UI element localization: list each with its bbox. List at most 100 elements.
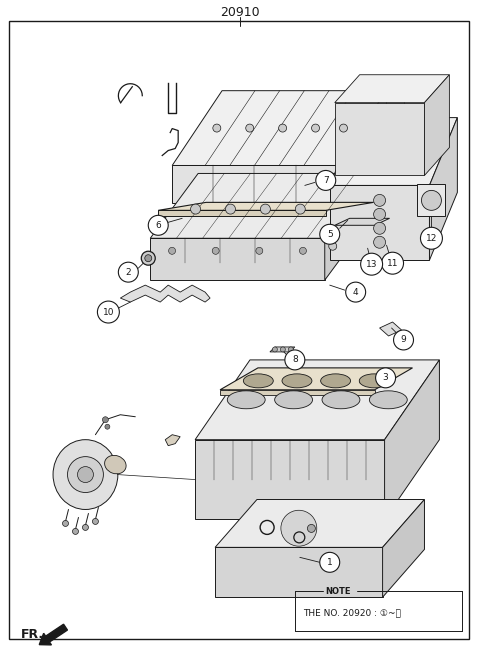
Polygon shape	[150, 238, 325, 280]
Circle shape	[420, 227, 443, 249]
Circle shape	[307, 525, 315, 533]
Ellipse shape	[321, 374, 350, 388]
Circle shape	[226, 204, 236, 214]
Text: 20910: 20910	[220, 7, 260, 20]
Circle shape	[320, 552, 340, 572]
Text: 7: 7	[323, 176, 329, 185]
Circle shape	[246, 124, 254, 132]
Circle shape	[312, 124, 320, 132]
Circle shape	[360, 253, 383, 275]
Polygon shape	[195, 440, 384, 519]
Circle shape	[285, 350, 305, 370]
Polygon shape	[325, 174, 372, 280]
Ellipse shape	[322, 391, 360, 409]
Circle shape	[394, 330, 413, 350]
Text: 4: 4	[353, 288, 359, 297]
Circle shape	[329, 242, 336, 250]
Polygon shape	[430, 118, 457, 260]
Text: 13: 13	[366, 259, 377, 269]
Ellipse shape	[359, 374, 389, 388]
Text: NOTE: NOTE	[325, 587, 350, 596]
Circle shape	[376, 368, 396, 388]
Text: 1: 1	[327, 558, 333, 567]
Polygon shape	[270, 347, 295, 352]
Polygon shape	[215, 548, 383, 597]
Circle shape	[72, 529, 78, 534]
Ellipse shape	[275, 391, 312, 409]
Circle shape	[382, 252, 404, 274]
Text: 12: 12	[426, 234, 437, 243]
Text: THE NO. 20920 : ①~⑭: THE NO. 20920 : ①~⑭	[303, 608, 401, 618]
Circle shape	[373, 222, 385, 234]
Circle shape	[260, 204, 270, 214]
Ellipse shape	[282, 374, 312, 388]
Circle shape	[93, 519, 98, 525]
Polygon shape	[158, 210, 326, 216]
Circle shape	[212, 248, 219, 254]
Text: 2: 2	[125, 268, 131, 276]
Polygon shape	[386, 90, 405, 139]
Polygon shape	[220, 368, 412, 390]
Polygon shape	[335, 75, 449, 103]
Ellipse shape	[53, 440, 118, 510]
Text: 6: 6	[156, 221, 161, 230]
Polygon shape	[424, 75, 449, 176]
Circle shape	[213, 124, 221, 132]
Circle shape	[62, 521, 69, 527]
Circle shape	[281, 510, 317, 546]
Circle shape	[141, 252, 155, 265]
Polygon shape	[150, 174, 372, 238]
Ellipse shape	[228, 391, 265, 409]
Circle shape	[97, 301, 120, 323]
Ellipse shape	[370, 391, 407, 409]
Text: FR.: FR.	[21, 627, 44, 641]
Text: 3: 3	[383, 373, 388, 383]
Circle shape	[105, 424, 110, 429]
Circle shape	[373, 208, 385, 220]
Polygon shape	[335, 218, 390, 225]
Polygon shape	[384, 360, 439, 519]
Circle shape	[191, 204, 201, 214]
Polygon shape	[165, 435, 180, 445]
Text: 5: 5	[327, 230, 333, 239]
Polygon shape	[195, 360, 439, 440]
Text: 8: 8	[292, 356, 298, 364]
Polygon shape	[330, 185, 430, 260]
Polygon shape	[418, 185, 445, 216]
Circle shape	[421, 191, 442, 210]
Ellipse shape	[105, 455, 126, 474]
Circle shape	[77, 466, 94, 483]
Polygon shape	[380, 322, 402, 336]
Circle shape	[346, 282, 366, 302]
Circle shape	[278, 124, 287, 132]
Circle shape	[168, 248, 176, 254]
FancyArrow shape	[39, 624, 68, 645]
Circle shape	[320, 224, 340, 244]
Circle shape	[373, 195, 385, 206]
Polygon shape	[336, 90, 386, 203]
Circle shape	[102, 417, 108, 422]
Polygon shape	[330, 118, 457, 185]
Polygon shape	[172, 90, 386, 166]
Circle shape	[280, 347, 286, 352]
Circle shape	[339, 124, 348, 132]
Circle shape	[373, 236, 385, 248]
Polygon shape	[215, 500, 424, 548]
Circle shape	[148, 215, 168, 235]
Circle shape	[68, 457, 103, 493]
Circle shape	[288, 347, 293, 352]
Polygon shape	[120, 285, 210, 302]
Polygon shape	[158, 202, 373, 210]
Text: 10: 10	[103, 308, 114, 316]
Ellipse shape	[243, 374, 273, 388]
Circle shape	[145, 255, 152, 262]
Polygon shape	[172, 166, 336, 203]
Circle shape	[295, 204, 305, 214]
Text: 9: 9	[401, 335, 407, 345]
Circle shape	[316, 170, 336, 191]
Circle shape	[256, 248, 263, 254]
Polygon shape	[220, 390, 374, 395]
Text: 11: 11	[387, 259, 398, 268]
Circle shape	[300, 248, 306, 254]
Polygon shape	[383, 500, 424, 597]
